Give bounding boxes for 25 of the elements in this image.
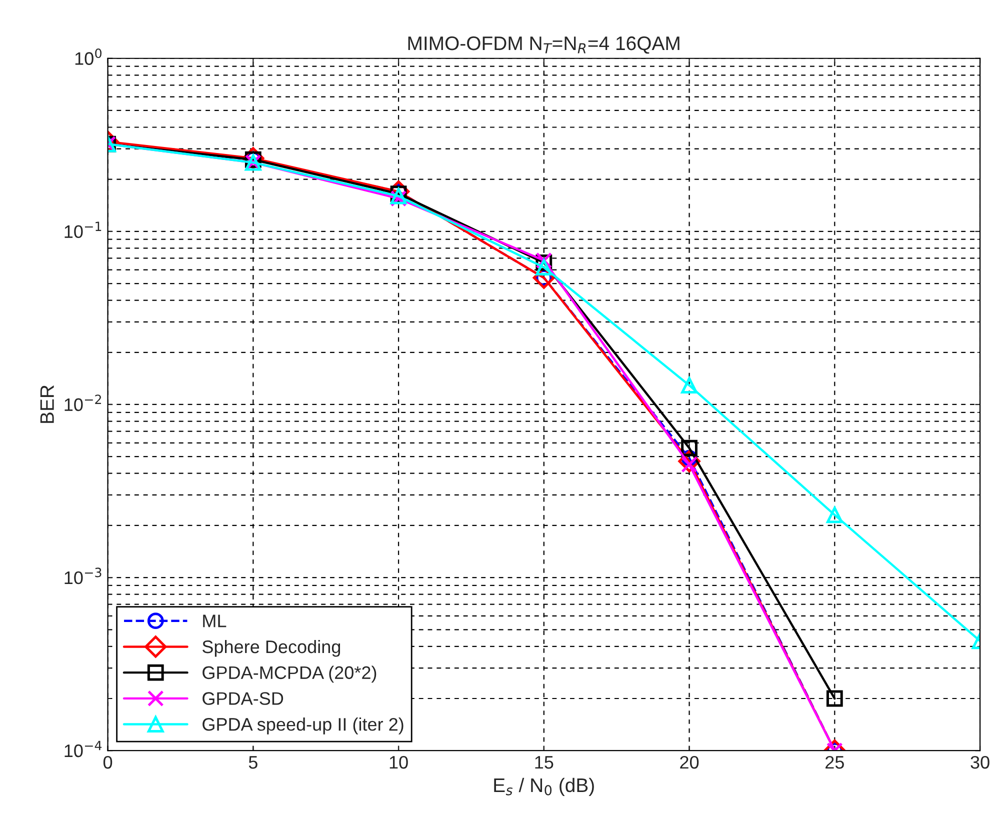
x-tick-label: 25 (826, 756, 844, 769)
y-tick-label: 10$^{−2}$ (64, 394, 102, 412)
x-tick-label: 20 (680, 756, 699, 769)
legend-label: Sphere Decoding (202, 640, 340, 657)
point (826, 506, 843, 524)
legend-label: GPDA-SD (202, 692, 284, 705)
point (681, 377, 698, 394)
x-tick-label: 10 (390, 756, 408, 769)
legend-label: GPDA-MCPDA (20*2) (202, 666, 376, 683)
point (536, 259, 552, 276)
x-tick-label: 30 (970, 756, 990, 769)
x-tick-label: 0 (103, 756, 112, 769)
chart-title: MIMO-OFDM N$_{T}$=N$_{R}$=4 16QAM (408, 36, 680, 54)
legend-label: GPDA speed-up II (iter 2) (202, 718, 404, 734)
y-tick-label: 10$^{−1}$ (64, 222, 102, 238)
point (681, 440, 698, 456)
point (826, 690, 843, 707)
y-axis-title: BER (40, 385, 54, 423)
y-tick-label: 10$^{−4}$ (64, 740, 102, 758)
x-axis-title: E$_{s}$ / N$_{0}$ (dB) (494, 778, 594, 796)
legend-label: ML (203, 614, 226, 628)
x-tick-label: 15 (535, 756, 554, 769)
y-tick-label: 10$^{0}$ (75, 48, 102, 65)
x-tick-label: 5 (248, 756, 258, 769)
y-tick-label: 10$^{−3}$ (64, 568, 102, 584)
